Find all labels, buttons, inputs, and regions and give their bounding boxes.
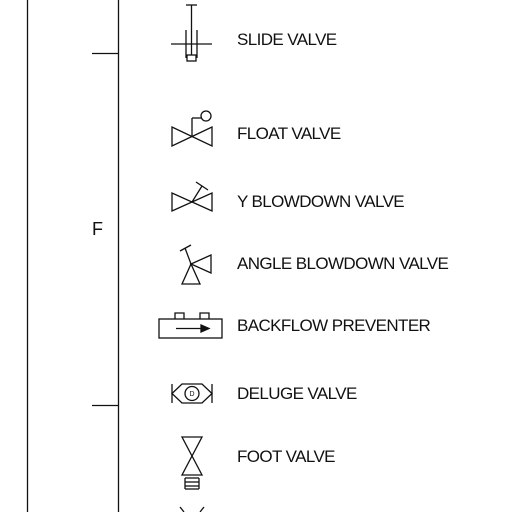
legend-label-deluge-valve: DELUGE VALVE (237, 384, 357, 403)
legend-label-y-blowdown-valve: Y BLOWDOWN VALVE (237, 192, 405, 211)
legend-label-slide-valve: SLIDE VALVE (237, 30, 337, 49)
legend-label-float-valve: FLOAT VALVE (237, 124, 341, 143)
legend-label-backflow-preventer: BACKFLOW PREVENTER (237, 316, 431, 335)
legend-label-foot-valve: FOOT VALVE (237, 447, 336, 466)
section-letter: F (92, 219, 103, 239)
deluge-valve-letter: D (189, 391, 194, 398)
legend-label-angle-blowdown-valve: ANGLE BLOWDOWN VALVE (237, 254, 449, 273)
